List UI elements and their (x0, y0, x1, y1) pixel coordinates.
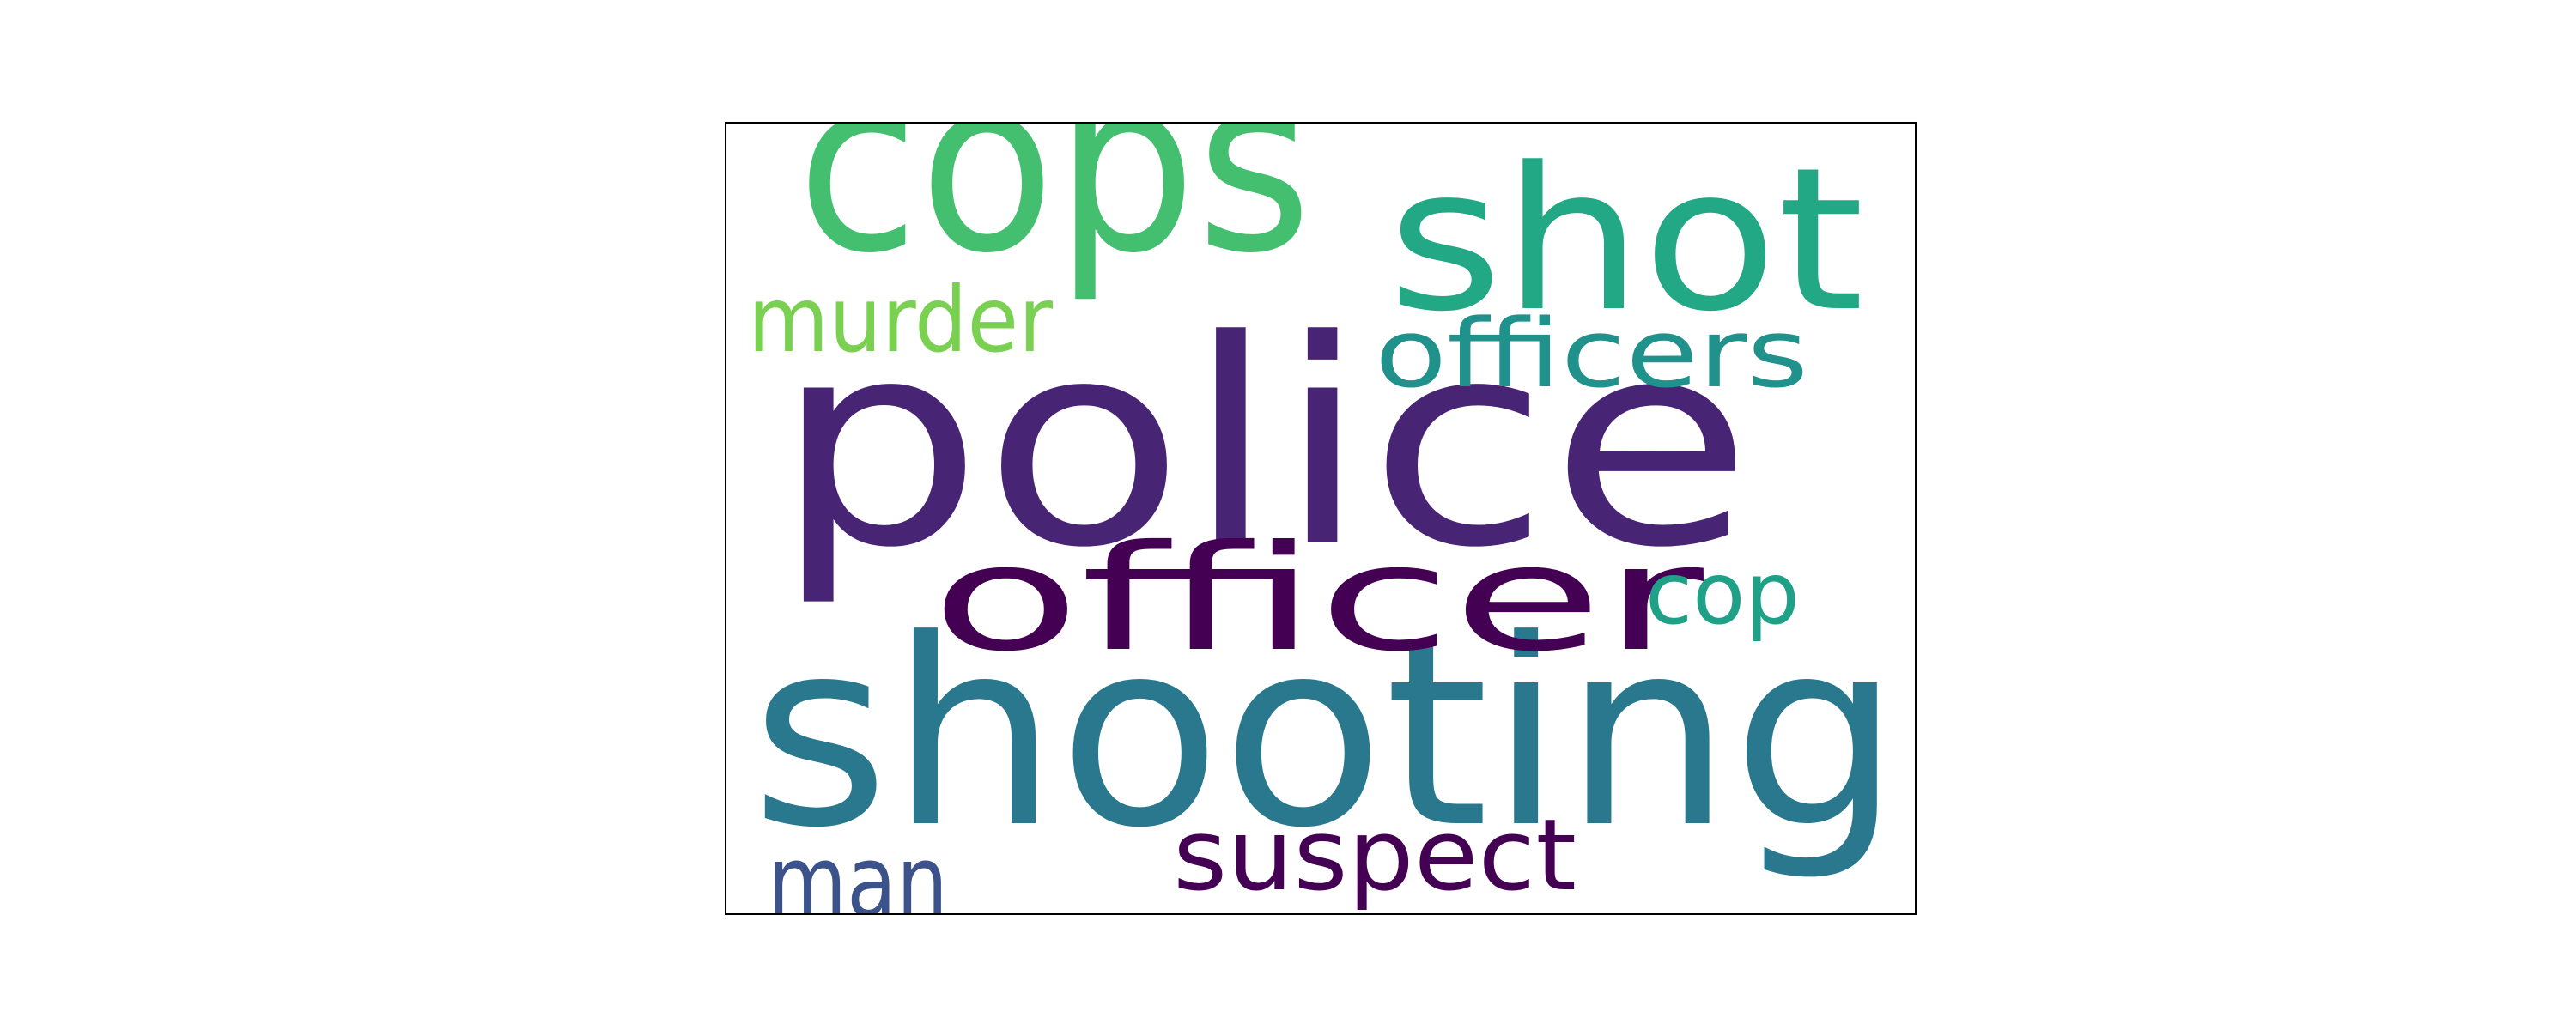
word-shot: shot (1388, 126, 1864, 355)
word-cloud: police shooting cops shot officer office… (748, 124, 1901, 913)
word-cloud-frame: police shooting cops shot officer office… (725, 122, 1917, 915)
word-police: police (774, 280, 1753, 609)
word-man: man (768, 825, 948, 913)
word-officer: officer (931, 514, 1704, 684)
word-cop: cop (1645, 543, 1800, 644)
word-suspect: suspect (1173, 798, 1577, 913)
word-cops: cops (797, 124, 1312, 306)
word-murder: murder (748, 268, 1054, 373)
word-officers: officers (1375, 299, 1808, 409)
word-shooting: shooting (750, 585, 1901, 884)
